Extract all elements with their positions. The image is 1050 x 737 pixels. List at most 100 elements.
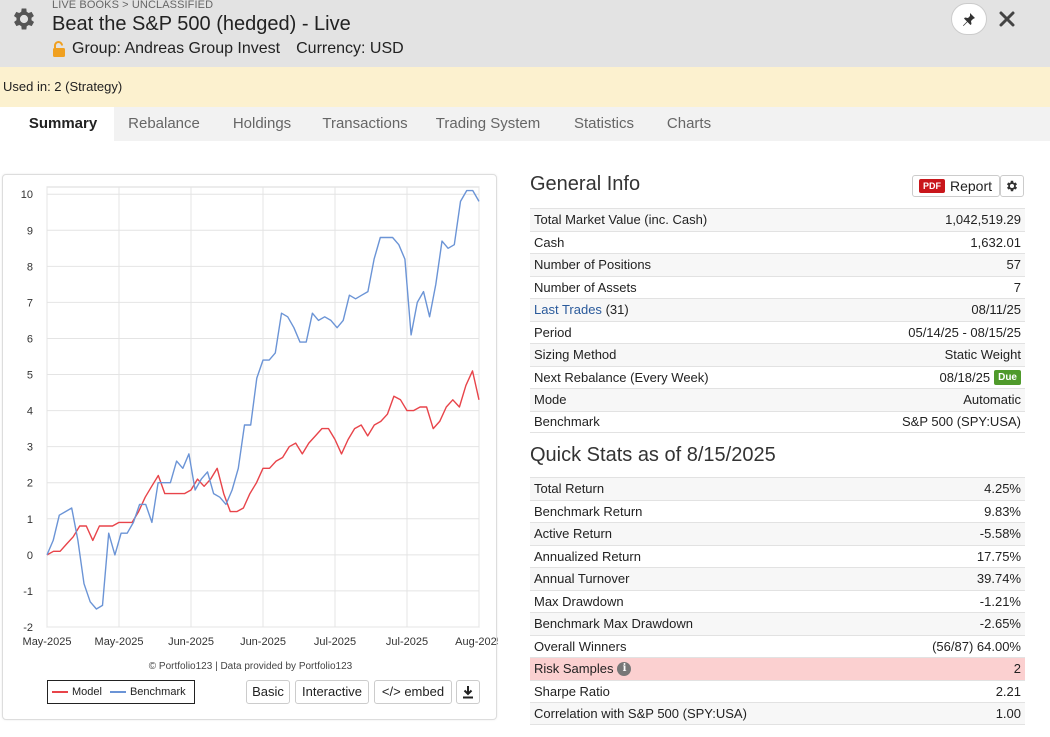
quick-stats-title: Quick Stats as of 8/15/2025 <box>530 444 776 466</box>
tab-holdings[interactable]: Holdings <box>232 115 292 132</box>
info-row-positions: Number of Positions 57 <box>530 253 1025 276</box>
info-row-cash: Cash 1,632.01 <box>530 230 1025 254</box>
info-row-assets: Number of Assets 7 <box>530 275 1025 299</box>
info-row-sizing: Sizing Method Static Weight <box>530 343 1025 366</box>
last-trades-link[interactable]: Last Trades <box>534 302 602 318</box>
unlocked-icon <box>53 41 65 57</box>
download-button[interactable] <box>456 680 480 704</box>
info-row-market-value: Total Market Value (inc. Cash) 1,042,519… <box>530 208 1025 231</box>
tab-summary[interactable]: Summary <box>12 107 114 141</box>
tab-rebalance[interactable]: Rebalance <box>128 115 200 132</box>
x-tick-label: Jun-2025 <box>240 636 286 648</box>
stat-row-max-drawdown: Max Drawdown -1.21% <box>530 589 1025 613</box>
y-tick-label: 7 <box>27 297 33 309</box>
y-tick-label: 6 <box>27 333 33 345</box>
stat-row-total-return: Total Return 4.25% <box>530 477 1025 500</box>
positions-count-link[interactable]: 57 <box>1006 257 1021 273</box>
row-value: 05/14/25 - 08/15/25 <box>908 324 1021 340</box>
stat-row-sharpe: Sharpe Ratio 2.21 <box>530 679 1025 703</box>
row-value: 2 <box>1013 661 1021 677</box>
tab-trading-system[interactable]: Trading System <box>435 115 541 132</box>
book-meta: Group: Andreas Group Invest Currency: US… <box>52 40 404 58</box>
close-button[interactable] <box>994 6 1020 32</box>
x-tick-label: Jun-2025 <box>168 636 214 648</box>
page-title: Beat the S&P 500 (hedged) - Live <box>52 13 351 35</box>
pin-icon <box>963 13 975 26</box>
general-info-title: General Info <box>530 173 641 195</box>
y-tick-label: 1 <box>27 514 33 526</box>
row-value: S&P 500 (SPY:USA) <box>902 414 1021 430</box>
x-tick-label: May-2025 <box>95 636 144 648</box>
gear-icon[interactable] <box>10 5 38 33</box>
legend-label-benchmark: Benchmark <box>129 686 186 698</box>
risk-samples-label: Risk Samples <box>534 661 614 677</box>
breadcrumb[interactable]: LIVE BOOKS > UNCLASSIFIED <box>52 0 214 11</box>
row-value: 7 <box>1013 279 1021 295</box>
y-tick-label: 5 <box>27 370 33 382</box>
row-label: Cash <box>534 234 565 250</box>
embed-button[interactable]: </> embed <box>374 680 452 704</box>
settings-button[interactable] <box>1000 175 1024 197</box>
y-tick-label: 10 <box>21 189 33 201</box>
tab-transactions[interactable]: Transactions <box>322 115 408 132</box>
row-value: 1.00 <box>995 705 1021 721</box>
basic-button[interactable]: Basic <box>246 680 290 704</box>
row-value: -2.65% <box>979 616 1021 632</box>
row-label: Benchmark Return <box>534 503 643 519</box>
info-row-benchmark: Benchmark S&P 500 (SPY:USA) <box>530 410 1025 433</box>
row-value: -5.58% <box>979 526 1021 542</box>
chart-credit: © Portfolio123 | Data provided by Portfo… <box>148 661 353 672</box>
stat-row-winners: Overall Winners (56/87) 64.00% <box>530 634 1025 658</box>
row-label: Annual Turnover <box>534 571 630 587</box>
stat-row-turnover: Annual Turnover 39.74% <box>530 567 1025 590</box>
legend-item-benchmark[interactable]: Benchmark <box>109 686 186 698</box>
tab-charts[interactable]: Charts <box>666 115 712 132</box>
row-value: -1.21% <box>979 593 1021 609</box>
info-row-period: Period 05/14/25 - 08/15/25 <box>530 320 1025 344</box>
usage-text: Used in: 2 (Strategy) <box>3 79 123 94</box>
positions-link[interactable]: Number of Positions <box>534 257 652 273</box>
legend-swatch-model <box>52 691 68 693</box>
download-icon <box>463 686 473 699</box>
stat-row-risk-samples: Risk Samples i 2 <box>530 657 1025 680</box>
y-tick-label: -1 <box>23 586 33 598</box>
row-value: 4.25% <box>984 481 1021 497</box>
last-trades-count: (31) <box>605 302 629 318</box>
row-label: Annualized Return <box>534 548 641 564</box>
pin-button[interactable] <box>951 3 987 35</box>
y-tick-label: 2 <box>27 478 33 490</box>
row-label: Mode <box>534 392 567 408</box>
rebalance-date: 08/18/25 <box>939 369 991 385</box>
legend-swatch-benchmark <box>109 691 126 693</box>
stat-row-annualized-return: Annualized Return 17.75% <box>530 544 1025 568</box>
info-icon[interactable]: i <box>617 661 632 676</box>
pdf-report-button[interactable]: PDF Report <box>912 175 1000 197</box>
row-value: 9.83% <box>984 503 1021 519</box>
series-line-benchmark <box>46 189 480 610</box>
row-value: 1,632.01 <box>970 234 1021 250</box>
y-tick-label: 8 <box>27 261 33 273</box>
info-row-last-trades: Last Trades (31) 08/11/25 <box>530 298 1025 321</box>
interactive-button[interactable]: Interactive <box>295 680 369 704</box>
general-info-table: Total Market Value (inc. Cash) 1,042,519… <box>530 208 1025 433</box>
row-label: Risk Samples i <box>534 661 632 677</box>
row-label: Overall Winners <box>534 638 627 654</box>
stat-row-benchmark-drawdown: Benchmark Max Drawdown -2.65% <box>530 612 1025 635</box>
tab-statistics[interactable]: Statistics <box>573 115 634 132</box>
x-tick-label: Aug-2025 <box>455 636 498 648</box>
stat-row-correlation: Correlation with S&P 500 (SPY:USA) 1.00 <box>530 702 1025 725</box>
last-trades-date-link[interactable]: 08/11/25 <box>971 302 1021 318</box>
row-value: 39.74% <box>976 571 1021 587</box>
row-value: 08/18/25 Due <box>939 369 1021 385</box>
info-row-next-rebalance: Next Rebalance (Every Week) 08/18/25 Due <box>530 365 1025 389</box>
pdf-icon: PDF <box>919 179 945 193</box>
legend-item-model[interactable]: Model <box>52 686 102 698</box>
close-icon <box>999 11 1015 27</box>
gear-icon <box>1006 180 1018 192</box>
row-label: Benchmark Max Drawdown <box>534 616 693 632</box>
x-tick-label: Jul-2025 <box>314 636 356 648</box>
row-label: Next Rebalance (Every Week) <box>534 369 709 385</box>
stat-row-active-return: Active Return -5.58% <box>530 522 1025 545</box>
x-tick-label: Jul-2025 <box>386 636 428 648</box>
